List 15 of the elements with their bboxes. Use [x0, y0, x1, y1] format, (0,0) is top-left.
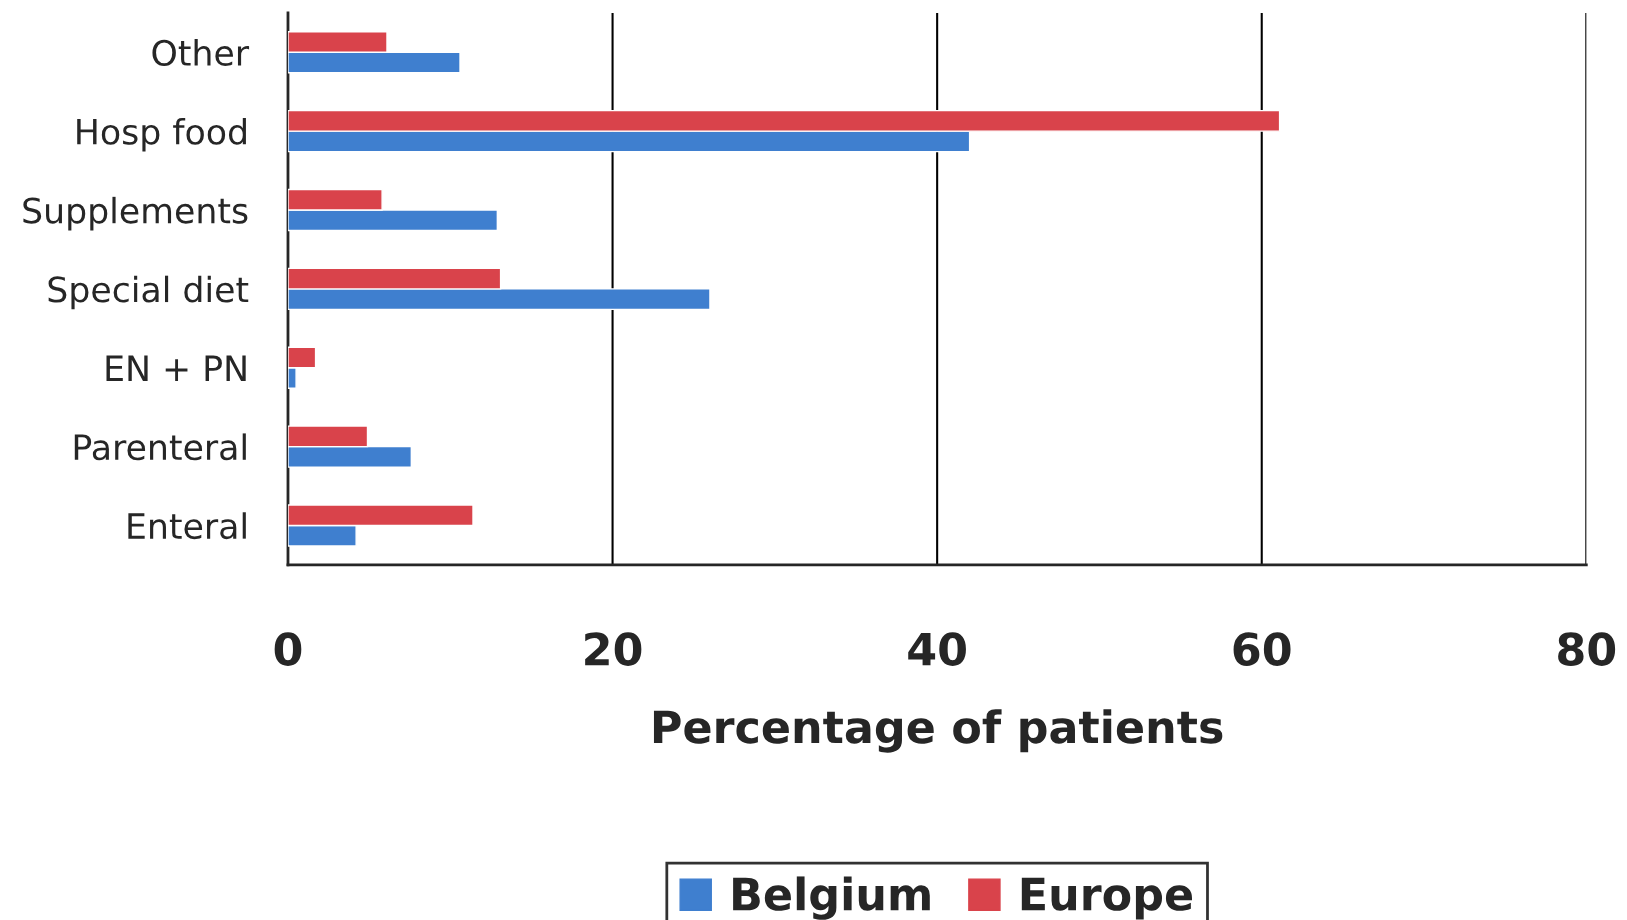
x-tick-label: 20: [585, 632, 642, 666]
legend-label: Belgium: [733, 876, 930, 920]
legend-label: Europe: [1021, 877, 1192, 920]
y-tick-label: Parenteral: [74, 433, 246, 461]
y-tick-label: Other: [152, 39, 250, 66]
y-tick-label: EN + PN: [106, 355, 246, 381]
x-tick-label: 40: [908, 632, 966, 666]
x-tick-label: 80: [1558, 632, 1616, 666]
y-tick-label: Hosp food: [77, 117, 246, 152]
x-tick-label: 0: [274, 632, 302, 666]
x-axis-title: Percentage of patients: [653, 709, 1223, 753]
y-tick-label: Special diet: [48, 275, 249, 310]
x-tick-label: 60: [1233, 632, 1291, 666]
y-tick-label: Supplements: [23, 196, 248, 231]
y-tick-label: Enteral: [128, 512, 246, 540]
